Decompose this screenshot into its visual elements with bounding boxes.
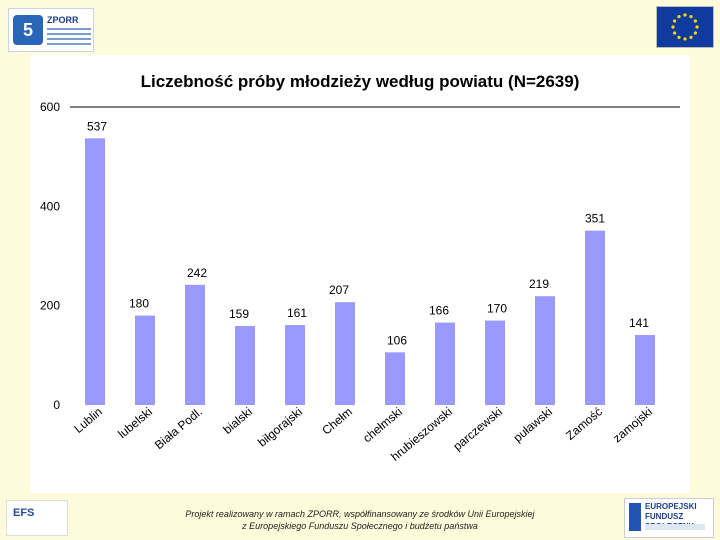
footer-line-1: Projekt realizowany w ramach ZPORR, wspó… [185,509,535,519]
eu-star [689,15,693,19]
eu-star [689,35,693,39]
zporr-logo: 5 ZPORR [8,8,94,52]
value-label: 180 [129,297,149,311]
value-label: 207 [329,283,349,297]
y-tick-label: 0 [53,398,60,412]
efs-eu-logo: EUROPEJSKI FUNDUSZ SPOŁECZNY [624,498,714,538]
value-label: 166 [429,304,449,318]
category-label: chełmski [360,405,405,446]
category-label: lubelski [115,405,155,441]
eu-flag-icon [656,6,714,48]
footer-text: Projekt realizowany w ramach ZPORR, wspó… [150,508,570,532]
category-label: parczewski [450,405,504,454]
value-label: 351 [585,212,605,226]
efs-logo: EFS [6,500,68,536]
value-label: 219 [529,277,549,291]
value-labels: 537 180 242 159 161 207 106 166 170 219 351 141 [87,119,649,347]
y-tick-label: 400 [40,199,60,213]
eu-star [673,19,677,23]
y-axis-ticks: 0 200 400 600 [40,100,60,412]
eu-star [671,25,675,29]
category-label: puławski [511,405,555,445]
zporr-logo-icon: 5 [13,15,43,45]
eu-stars-icon [671,13,699,41]
bar [385,352,405,405]
bar [585,230,605,405]
eu-star [677,15,681,19]
value-label: 170 [487,302,507,316]
bar [135,315,155,405]
bar [485,320,505,405]
value-label: 537 [87,119,107,133]
footer-line-2: z Europejskiego Funduszu Społecznego i b… [242,521,478,531]
eu-star [693,19,697,23]
bar [285,325,305,405]
eu-star [683,13,687,17]
y-tick-label: 200 [40,299,60,313]
category-label: biłgorajski [255,405,305,450]
bar [335,302,355,405]
category-label: Zamość [563,405,605,443]
bar [235,326,255,405]
bars [85,138,655,405]
bar [85,138,105,405]
eu-star [695,25,699,29]
eu-star [683,37,687,41]
bar [535,296,555,405]
bar-chart: Liczebność próby młodzieży według powiat… [40,72,680,464]
value-label: 242 [187,266,207,280]
efs-eu-logo-icon [629,503,641,531]
value-label: 161 [287,306,307,320]
category-label: bialski [220,405,255,437]
zporr-logo-text: ZPORR [47,15,79,25]
y-tick-label: 600 [40,100,60,114]
category-label: Chełm [319,405,355,438]
efs-logo-text: EFS [13,507,35,519]
bar [635,334,655,405]
category-label: Lublin [71,405,105,436]
value-label: 106 [387,333,407,347]
category-label: zamojski [610,405,655,446]
eu-star [693,31,697,35]
chart-title: Liczebność próby młodzieży według powiat… [141,72,580,91]
bar [435,322,455,405]
eu-star [673,31,677,35]
value-label: 159 [229,307,249,321]
chart-panel: Liczebność próby młodzieży według powiat… [30,55,690,493]
eu-star [677,35,681,39]
category-label: Biała Podl. [152,405,205,453]
value-label: 141 [629,316,649,330]
bar [185,284,205,405]
